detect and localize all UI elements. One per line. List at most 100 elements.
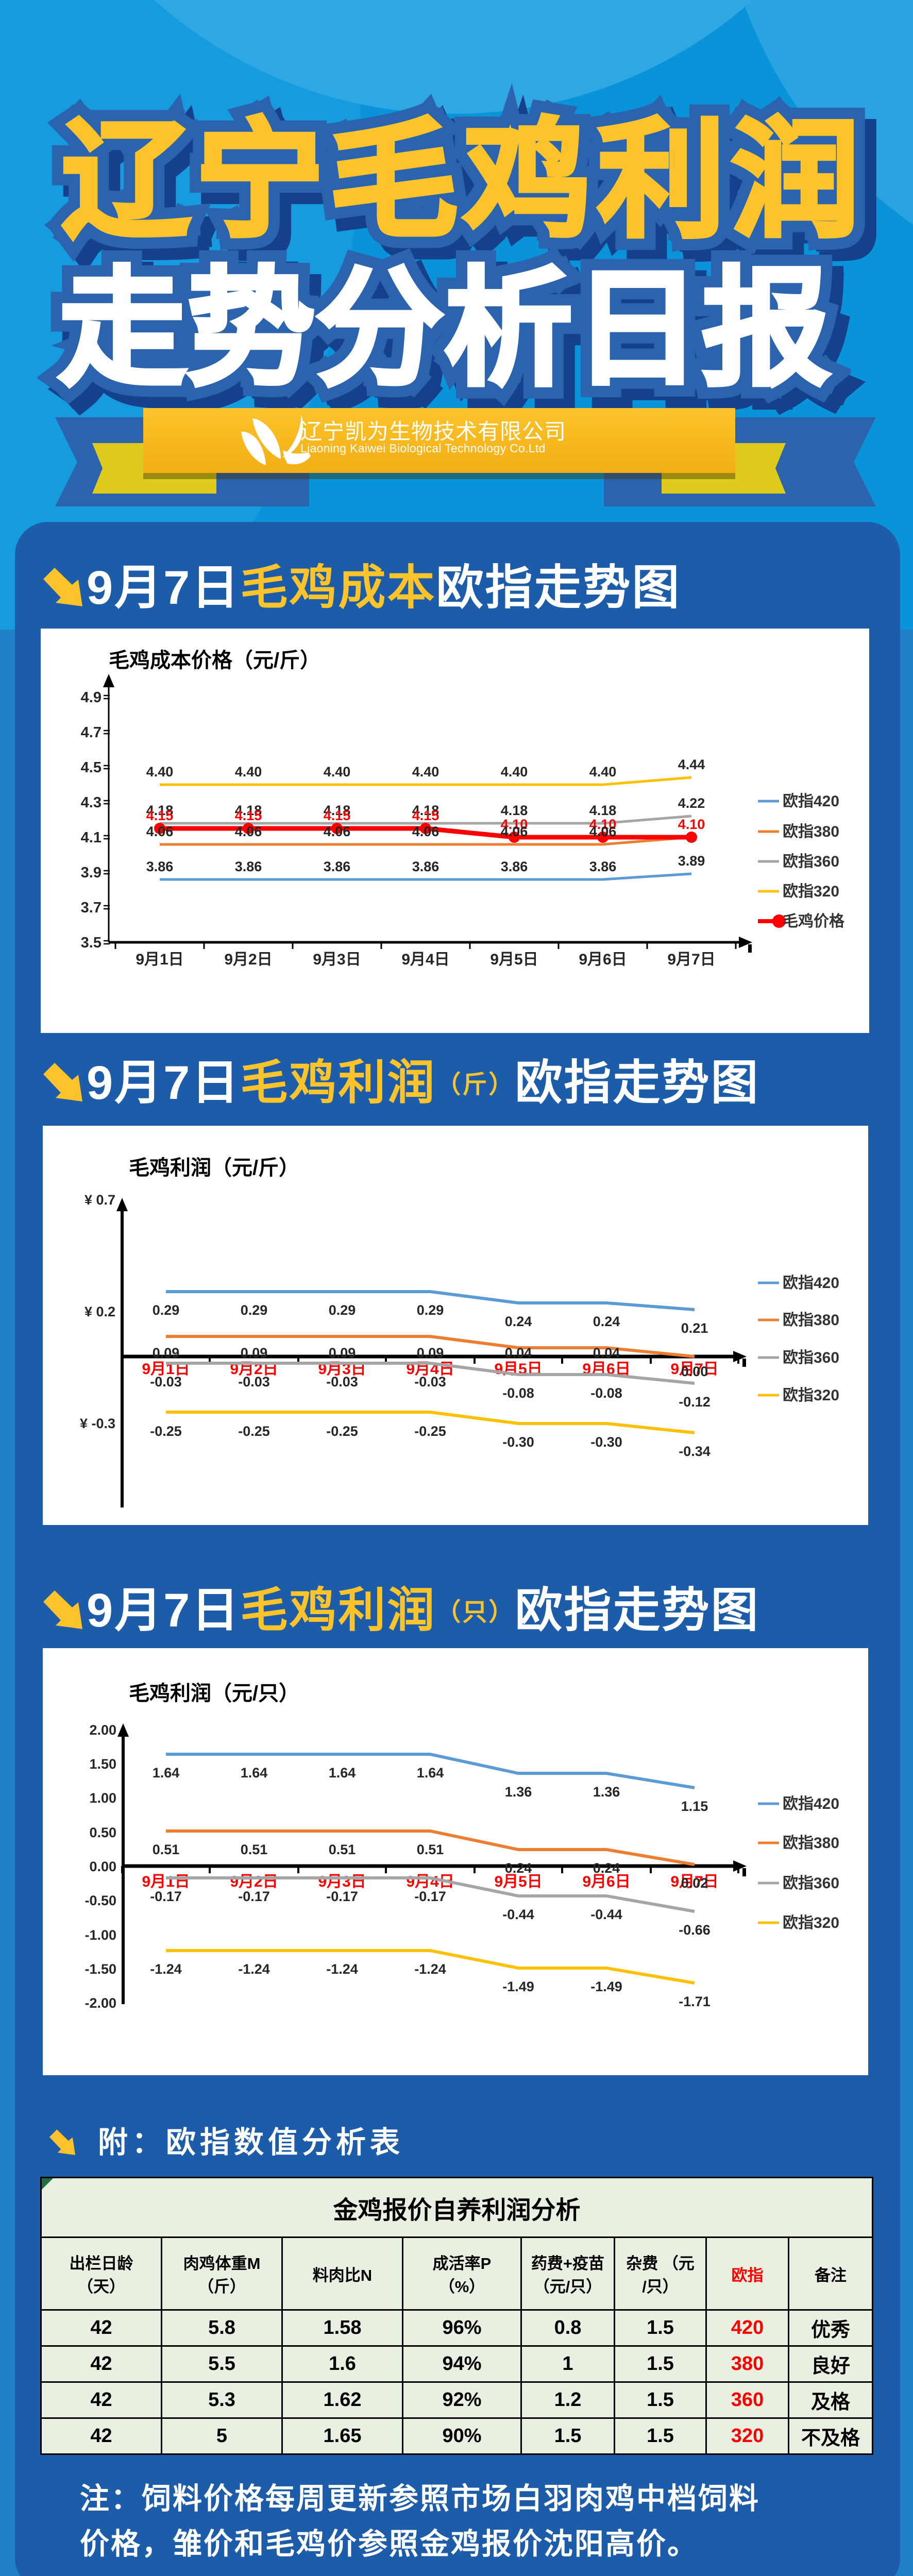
- svg-text:欧指360: 欧指360: [783, 853, 839, 870]
- svg-text:3.86: 3.86: [589, 859, 617, 874]
- svg-text:欧指320: 欧指320: [783, 1387, 839, 1404]
- svg-text:欧指380: 欧指380: [783, 1835, 839, 1852]
- svg-text:0.24: 0.24: [593, 1860, 620, 1876]
- svg-text:4.15: 4.15: [146, 808, 174, 823]
- svg-text:-0.03: -0.03: [150, 1374, 182, 1389]
- svg-text:4.9: 4.9: [81, 689, 102, 706]
- svg-text:0.50: 0.50: [89, 1825, 116, 1840]
- svg-text:9月5日: 9月5日: [494, 1873, 542, 1890]
- svg-text:4.10: 4.10: [678, 817, 705, 832]
- svg-text:9月7日: 9月7日: [670, 1361, 718, 1378]
- svg-text:3.86: 3.86: [412, 859, 439, 874]
- svg-text:-0.17: -0.17: [238, 1889, 270, 1904]
- svg-text:4.18: 4.18: [235, 803, 262, 818]
- svg-text:0.09: 0.09: [417, 1345, 444, 1361]
- svg-text:3.86: 3.86: [324, 859, 351, 874]
- svg-text:-0.03: -0.03: [238, 1374, 270, 1389]
- svg-text:9月3日: 9月3日: [318, 1873, 366, 1890]
- svg-text:-1.49: -1.49: [502, 1979, 534, 1994]
- svg-text:0.00: 0.00: [89, 1859, 116, 1874]
- svg-text:0.09: 0.09: [329, 1345, 356, 1361]
- svg-text:9月7日: 9月7日: [667, 951, 715, 968]
- svg-text:4.06: 4.06: [501, 824, 528, 839]
- svg-text:4.40: 4.40: [501, 764, 528, 779]
- svg-text:-0.08: -0.08: [502, 1385, 534, 1401]
- svg-text:3.89: 3.89: [678, 853, 705, 869]
- svg-text:-0.30: -0.30: [502, 1434, 534, 1450]
- svg-text:4.44: 4.44: [678, 757, 705, 772]
- svg-text:毛鸡价格: 毛鸡价格: [783, 913, 845, 930]
- svg-text:0.02: 0.02: [681, 1875, 708, 1891]
- svg-text:-1.24: -1.24: [326, 1961, 358, 1977]
- svg-text:4.40: 4.40: [324, 764, 351, 779]
- svg-text:1.64: 1.64: [329, 1765, 356, 1781]
- svg-text:0.24: 0.24: [505, 1314, 532, 1329]
- svg-text:9月4日: 9月4日: [401, 951, 449, 968]
- svg-text:4.18: 4.18: [146, 803, 174, 818]
- svg-text:-2.00: -2.00: [84, 1995, 116, 2011]
- svg-text:4.40: 4.40: [589, 764, 617, 779]
- svg-text:1.64: 1.64: [241, 1765, 268, 1781]
- svg-text:欧指380: 欧指380: [783, 1312, 839, 1329]
- svg-text:9月6日: 9月6日: [582, 1873, 630, 1890]
- svg-text:0.24: 0.24: [505, 1860, 532, 1876]
- svg-text:¥ 0.2: ¥ 0.2: [84, 1304, 115, 1319]
- svg-text:4.06: 4.06: [589, 824, 617, 839]
- svg-text:4.18: 4.18: [501, 803, 528, 818]
- svg-text:-0.08: -0.08: [590, 1385, 622, 1401]
- svg-text:0.29: 0.29: [153, 1302, 180, 1318]
- svg-text:0.51: 0.51: [329, 1842, 356, 1857]
- svg-text:毛鸡利润（元/只）: 毛鸡利润（元/只）: [129, 1682, 299, 1705]
- svg-text:2.00: 2.00: [89, 1722, 116, 1738]
- svg-text:-0.03: -0.03: [414, 1374, 446, 1389]
- svg-text:-0.25: -0.25: [326, 1423, 358, 1439]
- svg-text:-1.24: -1.24: [414, 1961, 446, 1977]
- svg-text:1.50: 1.50: [89, 1756, 116, 1772]
- svg-text:0.29: 0.29: [241, 1302, 268, 1318]
- svg-text:0.00: 0.00: [681, 1364, 708, 1379]
- svg-text:4.1: 4.1: [81, 829, 102, 846]
- svg-text:0.29: 0.29: [417, 1302, 444, 1318]
- svg-text:3.9: 3.9: [81, 865, 102, 881]
- svg-text:9月2日: 9月2日: [230, 1873, 278, 1890]
- svg-text:0.29: 0.29: [329, 1302, 356, 1318]
- svg-text:-1.49: -1.49: [590, 1979, 622, 1994]
- svg-text:0.51: 0.51: [153, 1842, 180, 1857]
- svg-text:毛鸡成本价格（元/斤）: 毛鸡成本价格（元/斤）: [109, 649, 320, 672]
- svg-text:0.51: 0.51: [417, 1842, 444, 1857]
- svg-text:0.21: 0.21: [681, 1320, 708, 1336]
- svg-text:4.10: 4.10: [589, 817, 617, 832]
- svg-text:1.00: 1.00: [89, 1790, 116, 1806]
- svg-text:9月6日: 9月6日: [579, 951, 627, 968]
- svg-text:4.06: 4.06: [412, 824, 439, 839]
- svg-text:-0.25: -0.25: [238, 1423, 270, 1439]
- svg-text:-1.24: -1.24: [150, 1961, 182, 1977]
- svg-text:4.15: 4.15: [235, 808, 262, 823]
- svg-text:1.36: 1.36: [505, 1784, 532, 1800]
- svg-text:-0.17: -0.17: [326, 1889, 358, 1904]
- svg-text:-0.34: -0.34: [679, 1444, 711, 1459]
- svg-text:-0.03: -0.03: [326, 1374, 358, 1389]
- svg-text:4.5: 4.5: [81, 759, 102, 776]
- svg-text:3.7: 3.7: [81, 900, 102, 916]
- svg-text:-0.50: -0.50: [84, 1893, 116, 1908]
- svg-text:9月2日: 9月2日: [224, 951, 272, 968]
- svg-text:欧指360: 欧指360: [783, 1875, 839, 1892]
- svg-text:9月7日: 9月7日: [670, 1873, 718, 1890]
- svg-text:1.15: 1.15: [681, 1799, 708, 1814]
- svg-text:-0.25: -0.25: [150, 1423, 182, 1439]
- svg-text:1.36: 1.36: [593, 1784, 620, 1800]
- svg-text:1.64: 1.64: [417, 1765, 444, 1781]
- svg-text:4.06: 4.06: [146, 824, 174, 839]
- svg-text:-0.17: -0.17: [414, 1889, 446, 1904]
- svg-text:9月1日: 9月1日: [136, 951, 183, 968]
- svg-text:-0.44: -0.44: [590, 1907, 622, 1922]
- svg-text:4.10: 4.10: [501, 817, 528, 832]
- svg-text:-1.00: -1.00: [84, 1927, 116, 1943]
- svg-text:3.5: 3.5: [81, 935, 102, 951]
- svg-text:0.04: 0.04: [505, 1345, 532, 1361]
- svg-text:9月5日: 9月5日: [490, 951, 538, 968]
- svg-text:欧指420: 欧指420: [783, 1275, 839, 1292]
- svg-text:4.18: 4.18: [324, 803, 351, 818]
- svg-text:4.06: 4.06: [324, 824, 351, 839]
